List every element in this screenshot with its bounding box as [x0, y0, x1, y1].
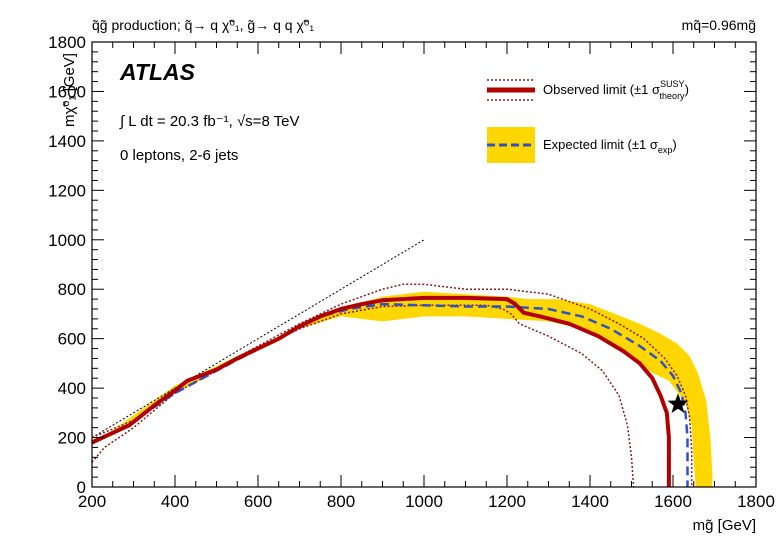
luminosity-label: ∫ L dt = 20.3 fb⁻¹, √s=8 TeV: [119, 113, 300, 130]
selection-label: 0 leptons, 2-6 jets: [120, 147, 238, 164]
y-axis-title: mχ̃⁰₁ [GeV]: [61, 53, 78, 127]
kinematic-diagonal: [91, 239, 425, 439]
expected-band: [92, 291, 713, 487]
plot-layer: [91, 239, 713, 488]
benchmark-star-marker: [667, 393, 689, 414]
axes-layer: 200 400 600 800 1000 1200 1400 1600 180002004006…: [48, 33, 775, 511]
x-tick-label: 400: [161, 492, 189, 511]
header-left: q̃g̃ production; q̃→ q χ̃⁰₁, g̃→ q q χ̃⁰…: [92, 17, 314, 33]
y-tick-label: 200: [58, 429, 86, 448]
y-tick-label: 0: [77, 478, 86, 497]
y-tick-label: 400: [58, 379, 86, 398]
x-tick-label: 1400: [571, 492, 609, 511]
observed-plus-sigma-line: [91, 283, 693, 487]
observed-minus-sigma-line: [91, 304, 635, 488]
x-axis-title: mg̃ [GeV]: [693, 517, 756, 534]
y-tick-label: 1800: [48, 33, 86, 52]
x-tick-label: 600: [244, 492, 272, 511]
x-tick-label: 1800: [737, 492, 775, 511]
x-tick-label: 800: [327, 492, 355, 511]
observed-limit-line: [91, 295, 671, 487]
legend-expected-label: Expected limit (±1 σexp): [543, 137, 677, 155]
plot-frame: [91, 41, 757, 488]
x-tick-label: 1000: [405, 492, 443, 511]
y-tick-label: 1600: [48, 82, 86, 101]
header-right: mq̃=0.96mg̃: [682, 17, 756, 33]
y-tick-label: 1400: [48, 132, 86, 151]
y-tick-label: 1200: [48, 181, 86, 200]
x-tick-label: 1600: [654, 492, 692, 511]
y-tick-label: 800: [58, 280, 86, 299]
x-tick-label: 200: [78, 492, 106, 511]
experiment-label: ATLAS: [119, 59, 196, 85]
y-tick-label: 600: [58, 330, 86, 349]
y-tick-label: 1000: [48, 231, 86, 250]
x-tick-label: 1200: [488, 492, 526, 511]
legend-observed-label: Observed limit (±1 σSUSY theory): [543, 79, 689, 101]
legend: Observed limit (±1 σSUSY theory) Expected…: [487, 79, 689, 163]
